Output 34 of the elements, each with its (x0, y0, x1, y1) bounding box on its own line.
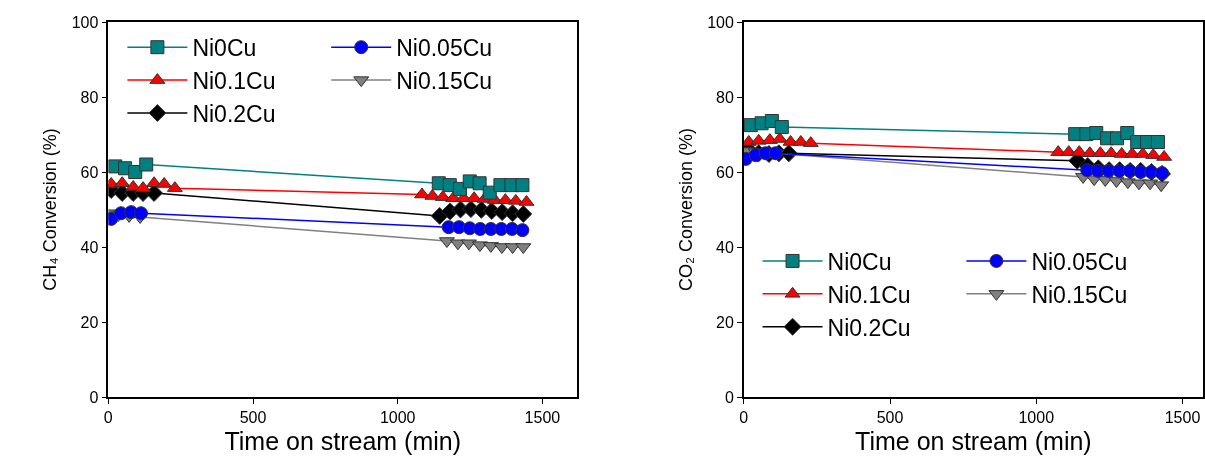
legend-label: Ni0Cu (192, 35, 257, 62)
y-tick-label: 40 (80, 238, 99, 256)
y-tick-label: 40 (716, 238, 734, 256)
legend-label: Ni0.1Cu (827, 281, 911, 308)
legend-label: Ni0.15Cu (1031, 281, 1128, 308)
legend-label: Ni0.2Cu (827, 314, 911, 341)
legend-label: Ni0.2Cu (192, 100, 276, 127)
legend-label: Ni0.05Cu (396, 35, 493, 62)
legend-label: Ni0.1Cu (192, 68, 276, 95)
y-tick-label: 20 (80, 313, 99, 331)
y-axis-title: CO₂ Conversion (%) (675, 127, 696, 292)
x-tick-label: 1500 (524, 408, 561, 426)
y-tick-label: 60 (80, 163, 99, 181)
x-axis-title: Time on stream (min) (224, 427, 462, 456)
legend-label: Ni0Cu (827, 248, 892, 275)
y-tick-label: 60 (716, 163, 734, 181)
x-tick-label: 1500 (1164, 408, 1201, 426)
x-tick-label: 1000 (1018, 408, 1055, 426)
y-tick-label: 20 (716, 313, 734, 331)
x-tick-label: 0 (739, 408, 749, 426)
y-tick-label: 100 (71, 13, 99, 31)
x-tick-label: 500 (239, 408, 267, 426)
y-tick-label: 80 (716, 88, 734, 106)
x-tick-label: 500 (876, 408, 904, 426)
y-tick-label: 0 (89, 388, 99, 406)
y-tick-label: 0 (724, 388, 734, 406)
y-axis-title: CH₄ Conversion (%) (40, 128, 61, 291)
legend-label: Ni0.15Cu (396, 68, 493, 95)
y-tick-label: 80 (80, 88, 99, 106)
legend-label: Ni0.05Cu (1031, 248, 1128, 275)
x-tick-label: 1000 (379, 408, 416, 426)
y-tick-label: 100 (707, 13, 734, 31)
x-tick-label: 0 (103, 408, 113, 426)
x-axis-title: Time on stream (min) (855, 427, 1092, 456)
